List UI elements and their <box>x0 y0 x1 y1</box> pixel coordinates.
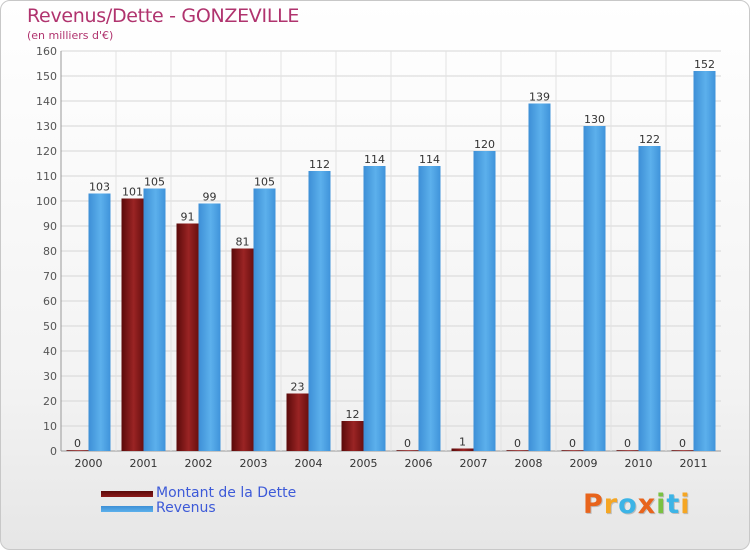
y-tick-label: 30 <box>43 370 57 383</box>
y-tick-label: 120 <box>36 145 57 158</box>
bar-revenus <box>198 203 221 451</box>
data-label-revenus: 105 <box>254 176 275 189</box>
bar-revenus <box>253 188 276 451</box>
x-tick-label: 2005 <box>350 457 378 470</box>
data-label-dette: 1 <box>459 436 466 449</box>
data-label-dette: 23 <box>291 381 305 394</box>
data-label-revenus: 105 <box>144 176 165 189</box>
data-label-revenus: 122 <box>639 133 660 146</box>
bar-dette <box>341 421 364 451</box>
y-tick-label: 160 <box>36 45 57 58</box>
bar-dette <box>231 248 254 451</box>
data-label-revenus: 152 <box>694 58 715 71</box>
bar-dette <box>176 223 199 451</box>
y-tick-label: 130 <box>36 120 57 133</box>
x-tick-label: 2010 <box>625 457 653 470</box>
proxiti-logo: Proxiti <box>583 489 691 520</box>
data-label-dette: 101 <box>122 186 143 199</box>
data-label-dette: 0 <box>514 437 521 450</box>
data-label-dette: 12 <box>346 408 360 421</box>
bar-revenus <box>88 193 111 451</box>
bar-revenus <box>638 146 661 451</box>
chart-subtitle: (en milliers d'€) <box>27 29 114 42</box>
bar-dette <box>66 450 89 451</box>
data-label-dette: 91 <box>181 211 195 224</box>
data-label-dette: 0 <box>569 437 576 450</box>
bar-revenus <box>363 166 386 451</box>
bar-dette <box>616 450 639 451</box>
bar-dette <box>121 198 144 451</box>
data-label-revenus: 114 <box>419 153 440 166</box>
y-tick-label: 90 <box>43 220 57 233</box>
bar-dette <box>396 450 419 451</box>
y-tick-label: 10 <box>43 420 57 433</box>
data-label-dette: 0 <box>679 437 686 450</box>
y-tick-label: 110 <box>36 170 57 183</box>
y-tick-label: 140 <box>36 95 57 108</box>
legend-swatch-debt <box>101 491 153 497</box>
data-label-revenus: 139 <box>529 91 550 104</box>
data-label-dette: 81 <box>236 236 250 249</box>
data-label-dette: 0 <box>624 437 631 450</box>
x-tick-label: 2009 <box>570 457 598 470</box>
chart-title: Revenus/Dette - GONZEVILLE <box>27 5 300 27</box>
y-tick-label: 100 <box>36 195 57 208</box>
x-tick-label: 2001 <box>130 457 158 470</box>
y-tick-label: 150 <box>36 70 57 83</box>
y-tick-label: 40 <box>43 345 57 358</box>
bar-revenus <box>143 188 166 451</box>
bar-revenus <box>473 151 496 451</box>
legend-label-revenus: Revenus <box>156 500 216 516</box>
x-tick-label: 2000 <box>75 457 103 470</box>
bar-dette <box>671 450 694 451</box>
bar-dette <box>451 448 474 451</box>
y-tick-label: 50 <box>43 320 57 333</box>
y-tick-label: 20 <box>43 395 57 408</box>
bar-revenus <box>583 126 606 451</box>
x-tick-label: 2008 <box>515 457 543 470</box>
y-tick-label: 80 <box>43 245 57 258</box>
bar-dette <box>561 450 584 451</box>
bar-dette <box>506 450 529 451</box>
legend-label-debt: Montant de la Dette <box>156 485 297 501</box>
bar-revenus <box>528 103 551 451</box>
data-label-revenus: 130 <box>584 113 605 126</box>
y-tick-label: 70 <box>43 270 57 283</box>
bar-revenus <box>418 166 441 451</box>
data-label-revenus: 99 <box>203 191 217 204</box>
x-tick-label: 2007 <box>460 457 488 470</box>
x-tick-label: 2002 <box>185 457 213 470</box>
legend-swatch-revenus <box>101 506 153 512</box>
data-label-revenus: 112 <box>309 158 330 171</box>
bar-revenus <box>308 171 331 451</box>
data-label-revenus: 103 <box>89 181 110 194</box>
x-tick-label: 2011 <box>680 457 708 470</box>
x-tick-label: 2003 <box>240 457 268 470</box>
y-tick-label: 0 <box>50 445 57 458</box>
bar-dette <box>286 393 309 451</box>
x-tick-label: 2006 <box>405 457 433 470</box>
y-tick-label: 60 <box>43 295 57 308</box>
data-label-revenus: 114 <box>364 153 385 166</box>
data-label-dette: 0 <box>404 437 411 450</box>
x-tick-label: 2004 <box>295 457 323 470</box>
bar-revenus <box>693 71 716 451</box>
data-label-dette: 0 <box>74 437 81 450</box>
data-label-revenus: 120 <box>474 138 495 151</box>
